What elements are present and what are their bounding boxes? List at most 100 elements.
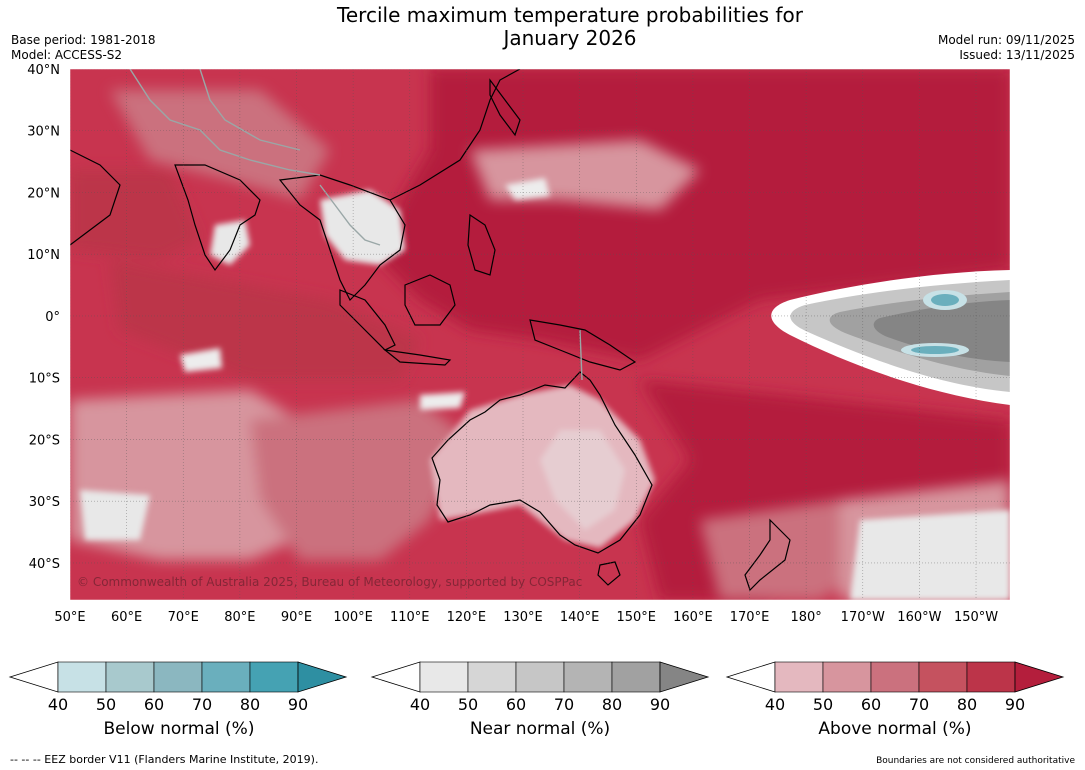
legend-swatch (822, 661, 872, 693)
legend-swatch (201, 661, 251, 693)
india-coastline (174, 164, 261, 272)
legend-tick-label: 90 (650, 695, 670, 714)
legend-swatch (57, 661, 107, 693)
longitude-label: 180° (790, 610, 821, 625)
longitude-label: 80°E (224, 610, 255, 625)
new-guinea-coastline (529, 319, 637, 371)
title-line-1: Tercile maximum temperature probabilitie… (337, 3, 803, 27)
longitude-label: 60°E (111, 610, 142, 625)
title-line-2: January 2026 (503, 26, 637, 50)
legend-tick-label: 60 (506, 695, 526, 714)
legend-swatch (419, 661, 469, 693)
legend-tick-label: 80 (602, 695, 622, 714)
legend-tick-label: 60 (861, 695, 881, 714)
latitude-label: 10°S (29, 372, 60, 387)
legend-swatch (918, 661, 968, 693)
longitude-label: 100°E (333, 610, 373, 625)
latitude-label: 30°S (29, 495, 60, 510)
latitude-label: 40°S (29, 557, 60, 572)
legend-swatch (515, 661, 565, 693)
longitude-label: 160°W (897, 610, 941, 625)
latitude-label: 0° (45, 310, 60, 325)
legend-tick-label: 60 (144, 695, 164, 714)
longitude-label: 140°E (560, 610, 600, 625)
legend-swatch (249, 661, 299, 693)
longitude-label: 50°E (54, 610, 85, 625)
tasmania-coastline (597, 561, 621, 586)
base-period: Base period: 1981-2018 (11, 33, 156, 47)
near-normal-pacific (771, 270, 1010, 405)
near-normal-patches (80, 178, 1010, 600)
model-run: Model run: 09/11/2025 (937, 33, 1075, 47)
latitude-label: 30°N (27, 125, 60, 140)
legend-swatch (153, 661, 203, 693)
legend-swatch (774, 661, 824, 693)
map-frame (69, 68, 1011, 601)
longitude-label: 130°E (503, 610, 543, 625)
longitude-label: 150°E (616, 610, 656, 625)
legend-colorbars: 40 50 60 70 80 90 40 50 60 70 80 90 40 50 60 70 80 90 (8, 661, 1065, 714)
borneo-coastline (404, 274, 456, 326)
legend-tick-label: 50 (813, 695, 833, 714)
longitude-label: 150°W (954, 610, 998, 625)
legend-tick-label: 40 (410, 695, 430, 714)
longitude-labels: 50°E 60°E 70°E 80°E 90°E 100°E 110°E 120°E 130°E… (54, 610, 998, 625)
meta-right: Model run: 09/11/2025 Issued: 13/11/2025 (938, 33, 1075, 63)
sumatra-coastline (339, 289, 396, 351)
legend-under-tip (8, 661, 59, 693)
legend-colorbar-2: 40 50 60 70 80 90 (370, 661, 710, 714)
legend-tick-label: 90 (288, 695, 308, 714)
latitude-labels: 40°N 30°N 20°N 10°N 0° 10°S 20°S 30°S 40°S (27, 63, 60, 572)
legend-tick-label: 40 (765, 695, 785, 714)
longitude-label: 90°E (281, 610, 312, 625)
below-normal-label: Below normal (%) (103, 719, 255, 739)
legend-swatch (105, 661, 155, 693)
legend-under-tip (725, 661, 776, 693)
longitude-label: 160°E (673, 610, 713, 625)
legend-tick-label: 70 (554, 695, 574, 714)
longitude-label: 170°E (730, 610, 770, 625)
boundary-disclaimer: Boundaries are not considered authoritat… (876, 756, 1075, 766)
longitude-label: 170°W (841, 610, 885, 625)
above-normal-label: Above normal (%) (818, 719, 972, 739)
legend-tick-label: 50 (458, 695, 478, 714)
near-normal-label: Near normal (%) (469, 719, 611, 739)
australia-coastline (431, 371, 653, 554)
coastlines (70, 69, 791, 592)
legend-swatch (467, 661, 517, 693)
legend-tick-label: 50 (96, 695, 116, 714)
longitude-label: 110°E (390, 610, 430, 625)
longitude-label: 70°E (168, 610, 199, 625)
legend-colorbar-3: 40 50 60 70 80 90 (725, 661, 1065, 714)
legend-tick-label: 90 (1005, 695, 1025, 714)
legend-swatch (611, 661, 661, 693)
arabia-coastline (70, 149, 121, 246)
new-zealand-coastline (744, 518, 791, 592)
issued-date: Issued: 13/11/2025 (959, 48, 1075, 62)
legend-swatch (870, 661, 920, 693)
latitude-label: 20°S (29, 433, 60, 448)
china-coastline (389, 69, 521, 201)
probability-map: 40°N 30°N 20°N 10°N 0° 10°S 20°S 30°S 40°S 50°E 6… (27, 63, 1011, 625)
indochina-coastline (278, 174, 406, 302)
map-fill-layer (70, 69, 1010, 600)
meta-left: Base period: 1981-2018 Model: ACCESS-S2 (11, 33, 156, 63)
legend-under-tip (370, 661, 421, 693)
legend-colorbar-1: 40 50 60 70 80 90 (8, 661, 348, 714)
legend-tick-label: 70 (909, 695, 929, 714)
legend-tick-label: 40 (48, 695, 68, 714)
legend-over-tip (297, 661, 348, 693)
latitude-label: 20°N (27, 186, 60, 201)
longitude-label: 120°E (447, 610, 487, 625)
legend-over-tip (659, 661, 710, 693)
latitude-label: 40°N (27, 63, 60, 78)
country-borders (129, 69, 583, 381)
philippines-coastline (467, 213, 496, 276)
japan-coastline (489, 78, 521, 137)
legend-tick-label: 80 (240, 695, 260, 714)
legend-tick-label: 80 (957, 695, 977, 714)
legend-swatch (966, 661, 1016, 693)
copyright-text: © Commonwealth of Australia 2025, Bureau… (77, 575, 582, 589)
latitude-label: 10°N (27, 248, 60, 263)
model-name: Model: ACCESS-S2 (11, 48, 123, 62)
